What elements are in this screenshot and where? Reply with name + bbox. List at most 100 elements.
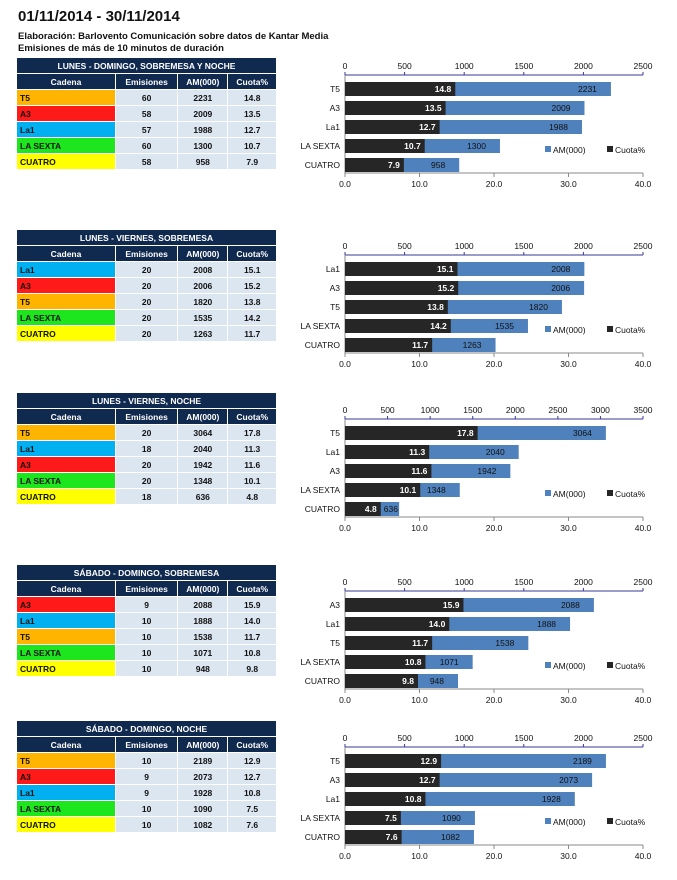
table-title: LUNES - DOMINGO, SOBREMESA Y NOCHE (16, 57, 277, 74)
cuota-bar (345, 120, 440, 134)
emisiones-cell: 10 (114, 644, 179, 661)
emisiones-cell: 60 (114, 137, 179, 154)
cuota-cell: 15.1 (227, 261, 277, 278)
cuota-bar (345, 262, 458, 276)
cuota-bar (345, 773, 440, 787)
legend-am-label: AM(000) (553, 817, 586, 827)
table-row: La1 57 1988 12.7 (16, 121, 277, 138)
am-cell: 1535 (177, 309, 229, 326)
am-cell: 2231 (177, 89, 229, 106)
column-header: AM(000) (177, 245, 229, 262)
emisiones-cell: 20 (114, 261, 179, 278)
legend-cuota-swatch (607, 146, 613, 152)
top-tick-label: 2000 (574, 241, 593, 251)
cuota-cell: 11.7 (227, 325, 277, 342)
emisiones-cell: 20 (114, 309, 179, 326)
category-label: T5 (330, 302, 340, 312)
am-cell: 1071 (177, 644, 229, 661)
category-label: T5 (330, 84, 340, 94)
am-cell: 2009 (177, 105, 229, 122)
channel-cell: A3 (16, 768, 116, 785)
am-data-label: 2008 (551, 264, 570, 274)
channel-cell: LA SEXTA (16, 137, 116, 154)
table-row: LA SEXTA 20 1348 10.1 (16, 472, 277, 489)
channel-cell: LA SEXTA (16, 472, 116, 489)
category-label: T5 (330, 756, 340, 766)
cuota-data-label: 12.9 (421, 756, 438, 766)
cuota-data-label: 10.8 (405, 657, 422, 667)
cuota-cell: 12.9 (227, 752, 277, 769)
am-data-label: 2088 (561, 600, 580, 610)
cuota-data-label: 11.7 (412, 340, 428, 350)
emisiones-cell: 20 (114, 472, 179, 489)
bottom-tick-label: 40.0 (635, 359, 652, 369)
cuota-bar (345, 598, 464, 612)
am-data-label: 2009 (552, 103, 571, 113)
top-tick-label: 2500 (634, 577, 653, 587)
am-data-label: 2040 (486, 447, 505, 457)
am-cell: 1942 (177, 456, 229, 473)
am-data-label: 948 (430, 676, 444, 686)
cuota-data-label: 10.1 (400, 485, 417, 495)
legend-am-label: AM(000) (553, 325, 586, 335)
am-cell: 948 (177, 660, 229, 677)
channel-cell: CUATRO (16, 816, 116, 833)
table-row: T5 60 2231 14.8 (16, 89, 277, 106)
emisiones-cell: 58 (114, 153, 179, 170)
legend-cuota-swatch (607, 818, 613, 824)
am-cell: 1082 (177, 816, 229, 833)
duration-note: Emisiones de más de 10 minutos de duraci… (18, 43, 224, 54)
bottom-tick-label: 20.0 (486, 695, 503, 705)
am-cell: 1300 (177, 137, 229, 154)
legend-cuota-swatch (607, 662, 613, 668)
column-header: AM(000) (177, 580, 229, 597)
emisiones-cell: 9 (114, 784, 179, 801)
channel-cell: CUATRO (16, 325, 116, 342)
channel-cell: La1 (16, 612, 116, 629)
cuota-data-label: 9.8 (402, 676, 414, 686)
category-label: T5 (330, 638, 340, 648)
table-row: A3 9 2088 15.9 (16, 596, 277, 613)
cuota-data-label: 15.2 (438, 283, 455, 293)
legend-cuota-label: Cuota% (615, 489, 646, 499)
bottom-tick-label: 30.0 (560, 179, 577, 189)
emisiones-cell: 20 (114, 293, 179, 310)
column-header: AM(000) (177, 73, 229, 90)
cuota-cell: 11.3 (227, 440, 277, 457)
top-tick-label: 3000 (591, 405, 610, 415)
bottom-tick-label: 0.0 (339, 359, 351, 369)
am-data-label: 1082 (441, 832, 460, 842)
channel-cell: T5 (16, 424, 116, 441)
am-data-label: 2073 (559, 775, 578, 785)
legend-cuota-swatch (607, 326, 613, 332)
table-row: CUATRO 10 948 9.8 (16, 660, 277, 677)
am-cell: 1988 (177, 121, 229, 138)
bottom-tick-label: 30.0 (560, 359, 577, 369)
category-label: A3 (330, 600, 341, 610)
category-label: A3 (330, 775, 341, 785)
top-tick-label: 1000 (455, 241, 474, 251)
am-data-label: 1300 (467, 141, 486, 151)
cuota-data-label: 10.7 (404, 141, 421, 151)
top-tick-label: 0 (343, 577, 348, 587)
cuota-bar (345, 139, 425, 153)
cuota-bar (345, 617, 450, 631)
table-row: T5 10 2189 12.9 (16, 752, 277, 769)
am-data-label: 1942 (477, 466, 496, 476)
am-data-label: 636 (384, 504, 398, 514)
source-note: Elaboración: Barlovento Comunicación sob… (18, 31, 329, 42)
am-cell: 958 (177, 153, 229, 170)
bottom-tick-label: 10.0 (411, 695, 428, 705)
cuota-cell: 13.5 (227, 105, 277, 122)
top-tick-label: 500 (398, 577, 412, 587)
emisiones-cell: 9 (114, 768, 179, 785)
top-tick-label: 500 (398, 241, 412, 251)
cuota-cell: 7.9 (227, 153, 277, 170)
am-cell: 1928 (177, 784, 229, 801)
category-label: LA SEXTA (300, 813, 340, 823)
top-tick-label: 1000 (455, 733, 474, 743)
cuota-data-label: 13.8 (427, 302, 444, 312)
top-tick-label: 2000 (574, 61, 593, 71)
am-data-label: 1535 (495, 321, 514, 331)
bottom-tick-label: 40.0 (635, 695, 652, 705)
